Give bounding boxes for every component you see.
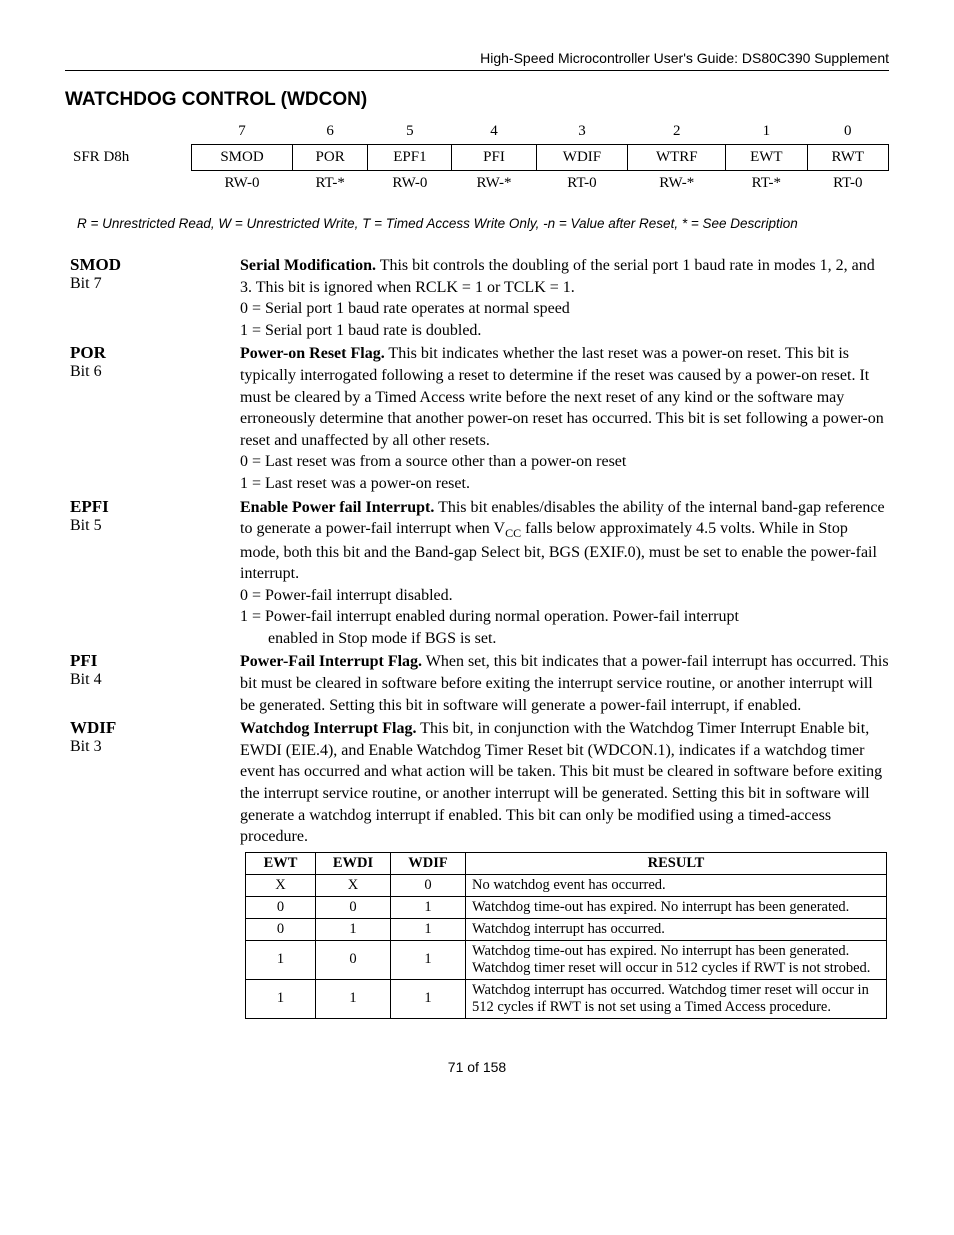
bitnum-2: 2 [628,119,726,145]
bitname-wdif: WDIF [536,145,628,171]
rw-0: RT-0 [807,171,888,197]
page-number: 71 of 158 [65,1059,889,1075]
cell: 1 [246,940,316,979]
epfi-term: Enable Power fail Interrupt. [240,499,434,516]
rw-3: RT-0 [536,171,628,197]
epfi-l0: 0 = Power-fail interrupt disabled. [240,585,889,607]
pfi-term: Power-Fail Interrupt Flag. [240,653,422,670]
cell: 0 [246,918,316,940]
rw-6: RT-* [292,171,367,197]
bitnum-6: 6 [292,119,367,145]
cell: 0 [246,896,316,918]
rh-wdif: WDIF [391,852,466,874]
rh-ewdi: EWDI [316,852,391,874]
rw-5: RW-0 [368,171,452,197]
result-row: 1 0 1 Watchdog time-out has expired. No … [246,940,887,979]
smod-term: Serial Modification. [240,257,376,274]
bitnum-0: 0 [807,119,888,145]
bits-table: 7 6 5 4 3 2 1 0 SFR D8h SMOD POR EPF1 PF… [65,119,889,196]
cell: 1 [391,940,466,979]
desc-wdif: WDIF Bit 3 Watchdog Interrupt Flag. This… [65,718,889,848]
bitname-rwt: RWT [807,145,888,171]
wdif-term: Watchdog Interrupt Flag. [240,720,416,737]
rh-ewt: EWT [246,852,316,874]
result-row: 0 0 1 Watchdog time-out has expired. No … [246,896,887,918]
bitname-por: POR [292,145,367,171]
cell: 0 [316,896,391,918]
bitname-wtrf: WTRF [628,145,726,171]
vcc-sub: CC [505,526,521,540]
cell: Watchdog time-out has expired. No interr… [466,896,887,918]
cell: 1 [246,979,316,1018]
bitnum-1: 1 [726,119,807,145]
bitnum-5: 5 [368,119,452,145]
bit-name-row: SFR D8h SMOD POR EPF1 PFI WDIF WTRF EWT … [65,145,889,171]
smod-name: SMOD [70,255,240,275]
cell: Watchdog time-out has expired. No interr… [466,940,887,979]
pfi-name: PFI [70,651,240,671]
epfi-name: EPFI [70,497,240,517]
result-row: 0 1 1 Watchdog interrupt has occurred. [246,918,887,940]
bitnum-4: 4 [452,119,536,145]
bitnum-3: 3 [536,119,628,145]
result-header-row: EWT EWDI WDIF RESULT [246,852,887,874]
por-l0: 0 = Last reset was from a source other t… [240,451,889,473]
bitname-epf1: EPF1 [368,145,452,171]
cell: 1 [316,979,391,1018]
cell: 1 [391,979,466,1018]
smod-l0: 0 = Serial port 1 baud rate operates at … [240,298,889,320]
rw-1: RT-* [726,171,807,197]
result-row: 1 1 1 Watchdog interrupt has occurred. W… [246,979,887,1018]
por-l1: 1 = Last reset was a power-on reset. [240,473,889,495]
cell: 1 [316,918,391,940]
rw-7: RW-0 [192,171,293,197]
result-table: EWT EWDI WDIF RESULT X X 0 No watchdog e… [245,852,887,1019]
cell: 0 [391,874,466,896]
desc-pfi: PFI Bit 4 Power-Fail Interrupt Flag. Whe… [65,651,889,716]
smod-l1: 1 = Serial port 1 baud rate is doubled. [240,320,889,342]
rw-2: RW-* [628,171,726,197]
wdif-num: Bit 3 [70,738,240,756]
cell: Watchdog interrupt has occurred. Watchdo… [466,979,887,1018]
sfr-label: SFR D8h [65,145,192,171]
por-name: POR [70,343,240,363]
bitnum-7: 7 [192,119,293,145]
desc-por: POR Bit 6 Power-on Reset Flag. This bit … [65,343,889,494]
rw-4: RW-* [452,171,536,197]
pfi-num: Bit 4 [70,671,240,689]
por-term: Power-on Reset Flag. [240,345,385,362]
smod-num: Bit 7 [70,275,240,293]
result-row: X X 0 No watchdog event has occurred. [246,874,887,896]
desc-smod: SMOD Bit 7 Serial Modification. This bit… [65,255,889,341]
cell: 1 [391,896,466,918]
cell: 0 [316,940,391,979]
legend-text: R = Unrestricted Read, W = Unrestricted … [77,216,889,231]
rh-result: RESULT [466,852,887,874]
rw-row: RW-0 RT-* RW-0 RW-* RT-0 RW-* RT-* RT-0 [65,171,889,197]
wdif-body: This bit, in conjunction with the Watchd… [240,720,882,845]
bitname-smod: SMOD [192,145,293,171]
por-num: Bit 6 [70,363,240,381]
cell: 1 [391,918,466,940]
wdif-name: WDIF [70,718,240,738]
cell: Watchdog interrupt has occurred. [466,918,887,940]
cell: X [316,874,391,896]
desc-epfi: EPFI Bit 5 Enable Power fail Interrupt. … [65,497,889,650]
cell: No watchdog event has occurred. [466,874,887,896]
section-title: WATCHDOG CONTROL (WDCON) [65,89,889,111]
cell: X [246,874,316,896]
bitname-ewt: EWT [726,145,807,171]
bitname-pfi: PFI [452,145,536,171]
epfi-num: Bit 5 [70,517,240,535]
page-header: High-Speed Microcontroller User's Guide:… [65,50,889,71]
bit-num-row: 7 6 5 4 3 2 1 0 [65,119,889,145]
epfi-l1: 1 = Power-fail interrupt enabled during … [240,606,889,649]
